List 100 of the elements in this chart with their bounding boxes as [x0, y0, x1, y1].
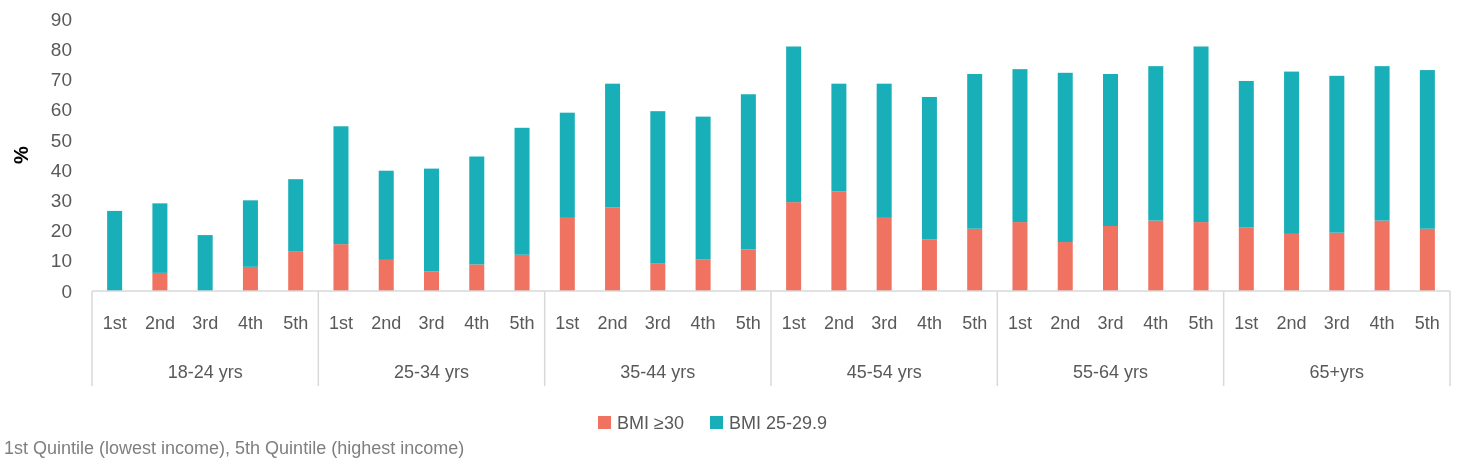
- bar: [514, 254, 530, 291]
- bar: [786, 46, 802, 203]
- bar: [1012, 222, 1028, 291]
- bar: [1057, 72, 1073, 243]
- x-tick-label: 5th: [509, 313, 535, 334]
- bar: [650, 111, 666, 264]
- bar: [1012, 69, 1028, 223]
- bar: [424, 168, 439, 272]
- bar: [1148, 66, 1164, 221]
- bar: [333, 126, 349, 245]
- bar: [469, 264, 485, 291]
- x-tick-label: 2nd: [1050, 313, 1081, 334]
- x-tick-label: 5th: [1414, 313, 1440, 334]
- bar: [786, 202, 802, 291]
- y-tick-label: 10: [50, 250, 72, 272]
- x-tick-label: 4th: [464, 313, 490, 334]
- bar: [967, 228, 983, 291]
- bar: [1419, 228, 1435, 291]
- text: 35-44 yrs: [620, 362, 696, 383]
- bar: [1193, 222, 1209, 291]
- bar: [514, 127, 530, 255]
- x-tick-label: 4th: [690, 313, 716, 334]
- text: 1st Quintile (lowest income), 5th Quintile (highest income): [4, 438, 465, 459]
- legend-label: BMI 25-29.9: [729, 413, 828, 434]
- bar: [876, 217, 892, 291]
- bar: [107, 210, 123, 291]
- bar: [152, 272, 168, 291]
- bar: [559, 217, 575, 291]
- bar: [378, 170, 394, 260]
- bar: [288, 251, 304, 291]
- bar: [695, 259, 711, 291]
- bar: [1374, 220, 1390, 291]
- x-tick-label: 3rd: [644, 313, 671, 334]
- text: 25-34 yrs: [393, 362, 470, 383]
- legend-label: BMI ≥30: [617, 413, 684, 434]
- x-tick-label: 1st: [328, 313, 353, 334]
- bar: [1374, 66, 1390, 221]
- bar: [378, 259, 394, 291]
- bar: [197, 235, 213, 291]
- bar: [1284, 233, 1300, 291]
- bar: [1057, 242, 1073, 291]
- x-tick-label: 2nd: [597, 313, 628, 334]
- bar: [921, 239, 937, 291]
- bar: [740, 94, 756, 250]
- bar: [831, 83, 847, 192]
- bar: [967, 74, 983, 229]
- x-tick-label: 2nd: [371, 313, 402, 334]
- bar: [1193, 46, 1209, 223]
- bar: [1103, 74, 1118, 227]
- bar: [424, 271, 439, 291]
- bar: [559, 112, 575, 218]
- bar: [650, 263, 666, 291]
- text: 65+yrs: [1309, 362, 1365, 383]
- x-tick-label: 4th: [1369, 313, 1395, 334]
- x-tick-label: 4th: [916, 313, 942, 334]
- x-tick-label: 3rd: [192, 313, 219, 334]
- text: 18-24 yrs: [167, 362, 243, 383]
- text: 55-64 yrs: [1072, 362, 1149, 383]
- bar: [605, 83, 621, 208]
- x-tick-label: 1st: [102, 313, 127, 334]
- y-tick-label: 30: [50, 189, 72, 211]
- x-tick-label: 2nd: [144, 313, 175, 334]
- bar: [921, 96, 937, 240]
- x-tick-label: 1st: [1234, 313, 1259, 334]
- y-axis-title: %: [10, 145, 32, 164]
- x-tick-label: 5th: [735, 313, 761, 334]
- y-tick-label: 90: [50, 8, 72, 30]
- x-tick-label: 1st: [1007, 313, 1032, 334]
- x-tick-label: 3rd: [871, 313, 898, 334]
- y-tick-label: 20: [50, 220, 72, 242]
- x-tick-label: 2nd: [823, 313, 854, 334]
- x-tick-label: 3rd: [1323, 313, 1350, 334]
- x-tick-label: 4th: [1143, 313, 1169, 334]
- x-tick-label: 4th: [237, 313, 263, 334]
- bar: [1238, 80, 1254, 228]
- bar: [333, 244, 349, 291]
- x-tick-label: 5th: [283, 313, 309, 334]
- bar: [1284, 71, 1300, 234]
- bar: [1238, 227, 1254, 291]
- y-tick-label: 0: [61, 280, 72, 302]
- x-tick-label: 1st: [781, 313, 806, 334]
- y-tick-label: 60: [50, 99, 72, 121]
- bar: [740, 249, 756, 291]
- bar: [242, 266, 258, 291]
- x-tick-label: 1st: [555, 313, 580, 334]
- x-tick-label: 2nd: [1276, 313, 1307, 334]
- bar: [1419, 70, 1435, 229]
- bar: [1103, 226, 1118, 291]
- x-tick-label: 5th: [962, 313, 988, 334]
- bar: [1329, 232, 1345, 291]
- y-tick-label: 40: [50, 159, 72, 181]
- bar: [152, 203, 168, 273]
- bar: [605, 207, 621, 291]
- y-tick-label: 50: [50, 129, 72, 151]
- bar: [831, 191, 847, 291]
- x-tick-label: 3rd: [1097, 313, 1124, 334]
- bar: [1329, 75, 1345, 233]
- bar: [1148, 220, 1164, 291]
- text: 45-54 yrs: [846, 362, 922, 383]
- bar: [695, 116, 711, 260]
